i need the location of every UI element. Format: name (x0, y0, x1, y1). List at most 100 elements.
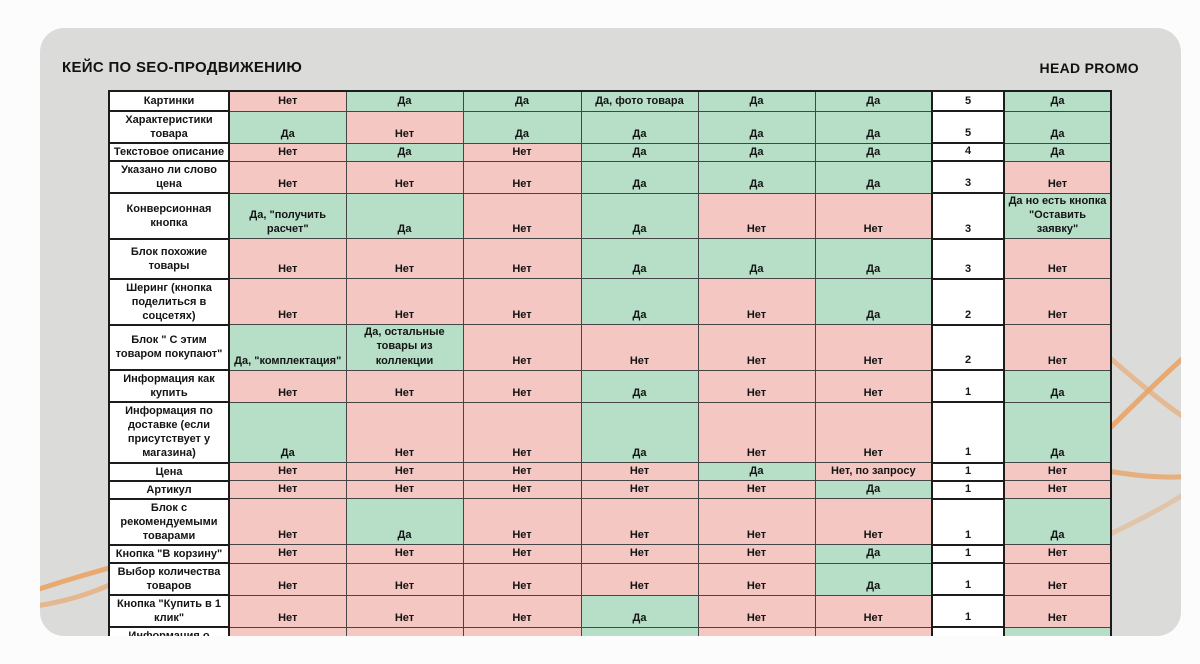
value-cell: Нет (580, 562, 699, 596)
table-row: Кнопка "В корзину" Нет Нет Нет Нет Нет Да 1 Нет (108, 543, 1112, 565)
value-cell: Да (697, 142, 816, 162)
value-cell: Нет (814, 594, 933, 628)
value-cell: Да (814, 544, 933, 564)
value-cell: Нет (462, 498, 582, 546)
value-cell: Нет (228, 160, 347, 194)
score-cell: 1 (931, 543, 1005, 565)
table-row: Информация как купить Нет Нет Нет Да Нет Нет 1 Д… (108, 369, 1112, 404)
score-cell: 1 (931, 461, 1005, 482)
value-cell: Нет (814, 498, 933, 546)
row-label: Характеристики товара (108, 109, 230, 145)
value-cell: Нет (580, 544, 699, 564)
value-cell: Нет (697, 562, 816, 596)
value-cell: Нет (462, 369, 582, 403)
score-cell: 1 (931, 401, 1005, 464)
score-cell: 1 (931, 369, 1005, 404)
value-cell: Да (345, 498, 464, 546)
value-cell: Нет (462, 142, 582, 162)
value-cell: Нет (814, 401, 933, 464)
score-cell: 1 (931, 479, 1005, 500)
value-cell: Нет (345, 594, 464, 628)
value-cell: Нет (580, 324, 699, 371)
score-cell: 2 (931, 323, 1005, 372)
value-cell: Нет (814, 192, 933, 240)
value-cell: Нет (1003, 238, 1112, 280)
value-cell: Нет (345, 160, 464, 194)
table-row: Текстовое описание Нет Да Нет Да Да Да 4 Да (108, 142, 1112, 163)
value-cell: Нет (228, 142, 347, 162)
value-cell: Да (580, 401, 699, 464)
row-label: Блок похожие товары (108, 237, 230, 280)
value-cell: Нет (345, 462, 464, 482)
value-cell: Нет (345, 626, 464, 636)
value-cell: Нет (345, 562, 464, 596)
table-row: Информация по доставке (если присутствуе… (108, 401, 1112, 464)
value-cell: Нет (228, 480, 347, 500)
value-cell: Нет (228, 278, 347, 326)
row-label: Кнопка "Купить в 1 клик" (108, 594, 230, 629)
value-cell: Нет (462, 594, 582, 628)
row-label: Текстовое описание (108, 142, 230, 163)
row-label: Конверсионная кнопка (108, 192, 230, 240)
value-cell: Да (697, 462, 816, 482)
value-cell: Да (345, 90, 464, 112)
value-cell: Нет (345, 278, 464, 326)
value-cell: Да (1003, 110, 1112, 144)
value-cell: Да (345, 142, 464, 162)
value-cell: Нет (697, 626, 816, 636)
table-row: Характеристики товара Да Нет Да Да Да Да 5 Да (108, 109, 1112, 145)
value-cell: Нет (345, 110, 464, 144)
value-cell: Нет (345, 369, 464, 403)
value-cell: Да (1003, 626, 1112, 636)
score-cell: 1 (931, 594, 1005, 629)
table-row: Блок похожие товары Нет Нет Нет Да Да Да 3 Нет (108, 237, 1112, 280)
score-cell: 5 (931, 109, 1005, 145)
score-cell: 1 (931, 497, 1005, 546)
table-row: Указано ли слово цена Нет Нет Нет Да Да Да 3 Нет (108, 160, 1112, 195)
value-cell: Нет (697, 544, 816, 564)
value-cell: Да (462, 110, 582, 144)
score-cell: 4 (931, 142, 1005, 163)
value-cell: Нет (462, 238, 582, 280)
value-cell: Да, "комплектация" (228, 324, 347, 371)
value-cell: Нет (345, 401, 464, 464)
value-cell: Нет (462, 324, 582, 371)
value-cell: Нет (462, 192, 582, 240)
row-label: Информация как купить (108, 369, 230, 404)
value-cell: Нет (580, 498, 699, 546)
value-cell: Да (814, 238, 933, 280)
value-cell: Да (345, 192, 464, 240)
value-cell: Нет (580, 480, 699, 500)
value-cell: Да (814, 480, 933, 500)
table-row: Кнопка "Купить в 1 клик" Нет Нет Нет Да Нет Не… (108, 594, 1112, 629)
value-cell: Нет (697, 401, 816, 464)
value-cell: Нет (228, 369, 347, 403)
value-cell: Нет (462, 480, 582, 500)
table-row: Информация о гарантииНетНетНетДаНетНет1Д… (108, 626, 1112, 636)
value-cell: Нет (228, 594, 347, 628)
page-title: КЕЙС ПО SEO-ПРОДВИЖЕНИЮ (62, 59, 303, 76)
value-cell: Нет (697, 480, 816, 500)
score-cell: 3 (931, 192, 1005, 240)
row-label: Шеринг (кнопка поделиться в соцсетях) (108, 277, 230, 326)
table-body: Картинки Нет Да Да Да, фото товара Да Да 5 Да Хар… (108, 90, 1112, 636)
table-row: Картинки Нет Да Да Да, фото товара Да Да 5 Да (108, 90, 1112, 112)
value-cell: Нет (228, 498, 347, 546)
slide: КЕЙС ПО SEO-ПРОДВИЖЕНИЮ HEAD PROMO Карти… (40, 28, 1181, 636)
value-cell: Да (814, 142, 933, 162)
value-cell: Да (814, 160, 933, 194)
row-label: Блок " С этим товаром покупают" (108, 323, 230, 372)
value-cell: Нет (1003, 480, 1112, 500)
value-cell: Да, "получить расчет" (228, 192, 347, 240)
row-label: Информация о гарантии (108, 626, 230, 636)
value-cell: Нет (697, 594, 816, 628)
value-cell: Нет (1003, 594, 1112, 628)
value-cell: Да но есть кнопка "Оставить заявку" (1003, 192, 1112, 240)
table-row: Цена Нет Нет Нет Нет Да Нет, по запросу 1 Нет (108, 461, 1112, 482)
value-cell: Нет (814, 626, 933, 636)
value-cell: Нет (345, 480, 464, 500)
value-cell: Да (580, 238, 699, 280)
value-cell: Нет (228, 626, 347, 636)
value-cell: Да, фото товара (580, 90, 699, 112)
value-cell: Нет (580, 462, 699, 482)
